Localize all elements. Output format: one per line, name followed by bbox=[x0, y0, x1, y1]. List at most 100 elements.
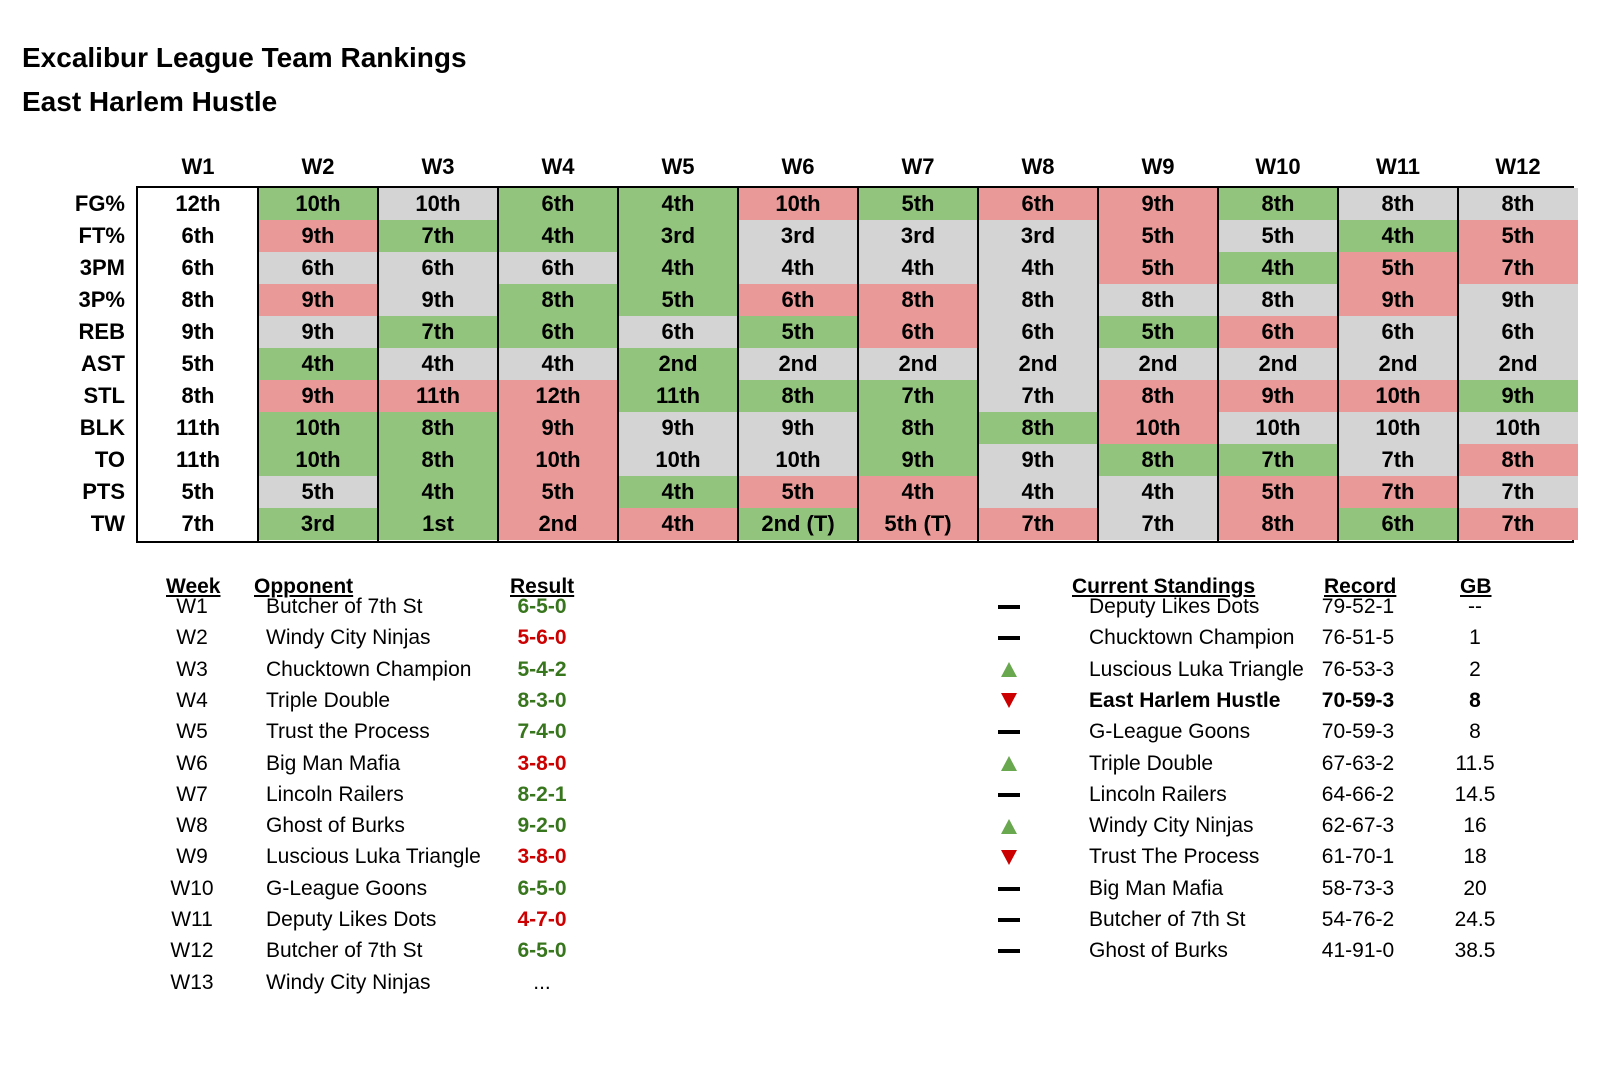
schedule-opponent: Big Man Mafia bbox=[266, 751, 401, 775]
schedule-week: W5 bbox=[176, 720, 208, 744]
standings-record: 61-70-1 bbox=[1321, 845, 1395, 869]
schedule-result: 7-4-0 bbox=[517, 720, 567, 744]
triangle-up-icon bbox=[996, 748, 1022, 780]
ranking-cell: 7th bbox=[978, 508, 1098, 540]
category-row-header: REB bbox=[78, 319, 125, 344]
category-row-header: TO bbox=[94, 447, 125, 472]
standings-gb: 38.5 bbox=[1454, 939, 1496, 963]
ranking-cell: 6th bbox=[978, 188, 1098, 220]
ranking-cell: 10th bbox=[378, 188, 498, 220]
standings-team: Triple Double bbox=[1089, 751, 1214, 775]
ranking-cell: 7th bbox=[1458, 252, 1578, 284]
ranking-cell: 6th bbox=[498, 316, 618, 348]
ranking-cell: 6th bbox=[618, 316, 738, 348]
ranking-cell: 8th bbox=[378, 444, 498, 476]
ranking-cell: 6th bbox=[258, 252, 378, 284]
schedule-result: 5-6-0 bbox=[517, 626, 567, 650]
standings-record: 58-73-3 bbox=[1321, 876, 1395, 900]
ranking-cell: 7th bbox=[858, 380, 978, 412]
ranking-cell: 10th bbox=[258, 188, 378, 220]
category-row-header: FG% bbox=[74, 191, 125, 216]
ranking-cell: 5th bbox=[1458, 220, 1578, 252]
ranking-cell: 10th bbox=[258, 412, 378, 444]
ranking-cell: 5th bbox=[618, 284, 738, 316]
week-column-header: W11 bbox=[1375, 154, 1421, 179]
ranking-cell: 10th bbox=[258, 444, 378, 476]
standings-record-header: Record bbox=[1324, 575, 1397, 598]
ranking-cell: 4th bbox=[858, 252, 978, 284]
ranking-cell: 4th bbox=[738, 252, 858, 284]
standings-gb: 2 bbox=[1469, 657, 1481, 681]
ranking-cell: 8th bbox=[858, 284, 978, 316]
schedule-result: 8-2-1 bbox=[517, 782, 567, 806]
ranking-cell: 8th bbox=[858, 412, 978, 444]
ranking-cell: 6th bbox=[378, 252, 498, 284]
ranking-cell: 11th bbox=[138, 412, 258, 444]
schedule-opponent: Butcher of 7th St bbox=[266, 939, 423, 963]
column-divider bbox=[857, 188, 859, 541]
ranking-cell: 4th bbox=[618, 476, 738, 508]
ranking-cell: 5th bbox=[1218, 476, 1338, 508]
schedule-opponent: Triple Double bbox=[266, 688, 391, 712]
ranking-cell: 4th bbox=[978, 252, 1098, 284]
ranking-cell: 8th bbox=[498, 284, 618, 316]
schedule-week: W2 bbox=[176, 626, 208, 650]
ranking-cell: 2nd bbox=[858, 348, 978, 380]
ranking-cell: 3rd bbox=[738, 220, 858, 252]
ranking-cell: 5th bbox=[1098, 220, 1218, 252]
standings-team: Lincoln Railers bbox=[1089, 782, 1227, 806]
ranking-cell: 4th bbox=[378, 476, 498, 508]
rankings-grid: 12th 10th 10th 6th 4th 10th 5th 6th 9th 8th 8th 8th… bbox=[136, 186, 1578, 543]
ranking-cell: 8th bbox=[1098, 444, 1218, 476]
ranking-cell: 7th bbox=[1458, 476, 1578, 508]
column-divider bbox=[1097, 188, 1099, 541]
column-divider bbox=[497, 188, 499, 541]
schedule-opponent-header: Opponent bbox=[254, 575, 354, 598]
ranking-cell: 4th bbox=[498, 220, 618, 252]
ranking-cell: 8th bbox=[138, 284, 258, 316]
standings-gb: 8 bbox=[1469, 688, 1481, 712]
ranking-cell: 10th bbox=[498, 444, 618, 476]
ranking-cell: 5th bbox=[138, 348, 258, 380]
standings-record: 76-51-5 bbox=[1321, 626, 1395, 650]
ranking-cell: 10th bbox=[1338, 380, 1458, 412]
schedule-week: W6 bbox=[176, 751, 208, 775]
column-divider bbox=[1217, 188, 1219, 541]
ranking-cell: 5th bbox=[738, 316, 858, 348]
schedule-result: ... bbox=[533, 970, 551, 994]
standings-team-header: Current Standings bbox=[1072, 575, 1256, 598]
ranking-cell: 8th bbox=[138, 380, 258, 412]
ranking-cell: 2nd bbox=[978, 348, 1098, 380]
schedule-week: W8 bbox=[176, 814, 208, 838]
ranking-cell: 9th bbox=[858, 444, 978, 476]
ranking-cell: 10th bbox=[1338, 412, 1458, 444]
standings-record: 70-59-3 bbox=[1321, 688, 1395, 712]
column-divider bbox=[377, 188, 379, 541]
ranking-cell: 8th bbox=[1458, 188, 1578, 220]
schedule-opponent: Lincoln Railers bbox=[266, 782, 404, 806]
category-row-header: STL bbox=[83, 383, 125, 408]
schedule-opponent: Chucktown Champion bbox=[266, 657, 472, 681]
ranking-cell: 9th bbox=[1218, 380, 1338, 412]
week-column-header: W3 bbox=[421, 154, 455, 179]
ranking-cell: 5th (T) bbox=[858, 508, 978, 540]
ranking-cell: 12th bbox=[498, 380, 618, 412]
ranking-cell: 7th bbox=[1338, 476, 1458, 508]
ranking-cell: 4th bbox=[858, 476, 978, 508]
category-row-header: TW bbox=[90, 511, 125, 536]
ranking-cell: 11th bbox=[378, 380, 498, 412]
ranking-cell: 9th bbox=[978, 444, 1098, 476]
schedule-result: 6-5-0 bbox=[517, 939, 567, 963]
schedule-result-header: Result bbox=[510, 575, 575, 598]
ranking-cell: 9th bbox=[258, 316, 378, 348]
standings-team: Big Man Mafia bbox=[1089, 876, 1224, 900]
ranking-cell: 8th bbox=[978, 412, 1098, 444]
ranking-cell: 8th bbox=[1098, 284, 1218, 316]
week-column-header: W2 bbox=[301, 154, 335, 179]
ranking-cell: 4th bbox=[1338, 220, 1458, 252]
ranking-cell: 7th bbox=[1218, 444, 1338, 476]
dash-icon bbox=[996, 716, 1022, 748]
column-divider bbox=[737, 188, 739, 541]
standings-gb: 8 bbox=[1469, 720, 1481, 744]
ranking-cell: 6th bbox=[858, 316, 978, 348]
